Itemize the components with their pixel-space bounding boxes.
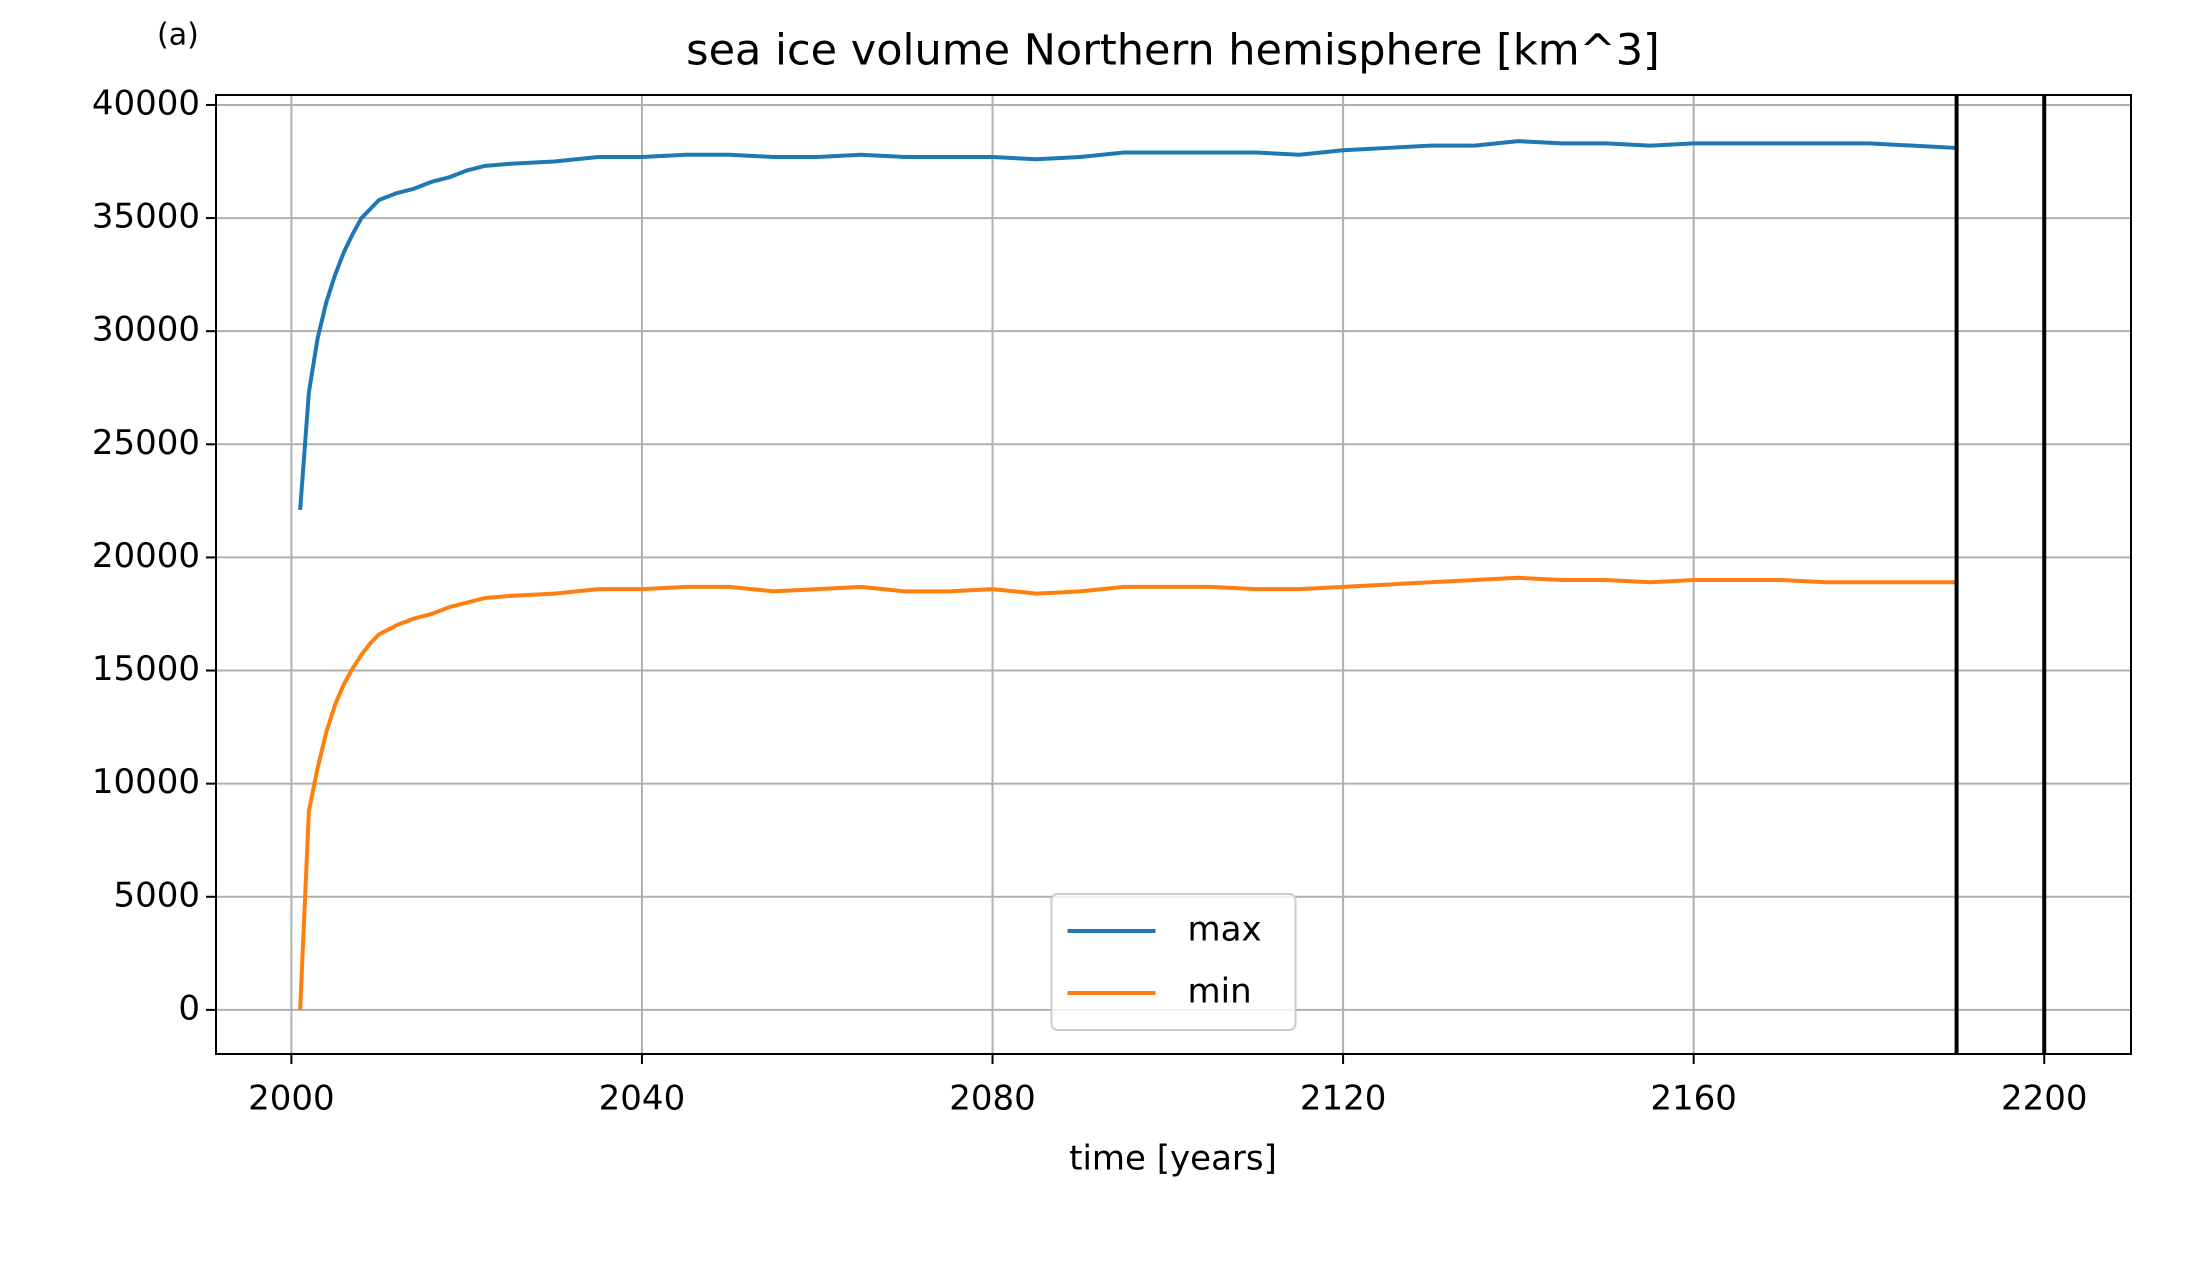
y-tick-label: 25000 bbox=[92, 423, 200, 463]
x-tick-label: 2200 bbox=[2001, 1079, 2088, 1119]
x-tick-label: 2080 bbox=[949, 1079, 1036, 1119]
y-tick-label: 20000 bbox=[92, 536, 200, 576]
axes-frame bbox=[215, 94, 2132, 1055]
y-tick-label: 30000 bbox=[92, 310, 200, 350]
data-line bbox=[298, 139, 1957, 511]
x-tick-label: 2000 bbox=[248, 1079, 335, 1119]
legend-label: max bbox=[1188, 910, 1262, 950]
y-tick-label: 0 bbox=[178, 988, 200, 1028]
panel-label: (a) bbox=[157, 18, 199, 53]
y-tick-label: 10000 bbox=[92, 762, 200, 802]
x-tick-label: 2040 bbox=[599, 1079, 686, 1119]
x-tick-label: 2120 bbox=[1300, 1079, 1387, 1119]
legend-label: min bbox=[1188, 972, 1252, 1012]
y-tick-label: 40000 bbox=[92, 83, 200, 123]
legend-box bbox=[1050, 893, 1297, 1031]
chart-title: sea ice volume Northern hemisphere [km^3… bbox=[686, 26, 1660, 76]
x-axis-label: time [years] bbox=[1069, 1139, 1277, 1179]
data-line bbox=[298, 575, 1957, 1010]
y-tick-label: 5000 bbox=[113, 875, 200, 915]
y-tick-label: 15000 bbox=[92, 649, 200, 689]
x-tick-label: 2160 bbox=[1650, 1079, 1737, 1119]
y-tick-label: 35000 bbox=[92, 197, 200, 237]
